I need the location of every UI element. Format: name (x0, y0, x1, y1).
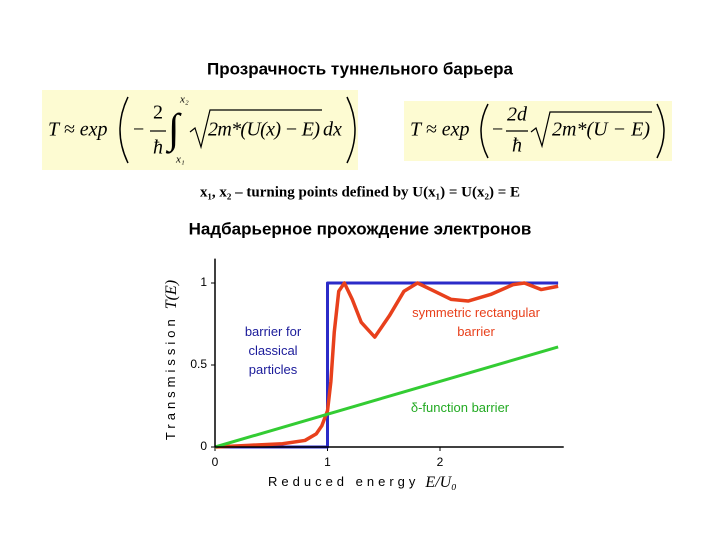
caption: x₁, x₂ – turning points defined by U(x₁)… (200, 184, 520, 200)
series-label: barrier for classical particles (244, 324, 302, 377)
formula-numerator: 2 (153, 102, 163, 124)
paren (119, 96, 129, 164)
slide-title: Прозрачность туннельного барьера (207, 59, 514, 78)
paren (346, 96, 356, 164)
formula-minus: − (492, 119, 503, 141)
x-tick-label: 2 (437, 455, 444, 469)
y-tick-label: 0.5 (190, 357, 207, 371)
formula-2: T ≈ exp − 2d ħ 2m*(U − E) (410, 103, 665, 159)
formula-radicand: 2m*(U − E) (552, 119, 650, 141)
formula-minus: − (133, 119, 144, 141)
y-tick-label: 0 (200, 439, 207, 453)
formula-box (42, 90, 358, 170)
series-label: symmetric rectangular barrier (412, 305, 540, 339)
formula-1: T ≈ exp − 2 ħ ∫ x₂ x₁ 2m*(U(x) − E) dx (48, 94, 356, 166)
formula-denominator: ħ (153, 137, 163, 159)
formula-integral: ∫ (165, 107, 182, 155)
formula-denominator: ħ (512, 135, 522, 157)
series-line (214, 345, 559, 449)
x-label: Reduced energy (268, 474, 419, 489)
x-axis-label: Reduced energy E/U₀ (268, 474, 457, 491)
formula-lhs: T ≈ exp (48, 119, 108, 141)
series-label: δ-function barrier (410, 400, 510, 415)
section-heading: Надбарьерное прохождение электронов (189, 219, 532, 238)
formula-lhs: T ≈ exp (410, 119, 470, 141)
sqrt-sign (530, 111, 652, 149)
x-tick-label: 1 (324, 455, 331, 469)
sqrt-sign (189, 109, 322, 150)
plot: 0 0.5 1 0 1 2 (190, 258, 564, 469)
formula-radicand: 2m*(U(x) − E) (208, 119, 320, 141)
upper-limit: x₂ (179, 94, 189, 106)
y-label-symbol: T(E) (163, 280, 180, 309)
x-label-symbol: E/U₀ (424, 474, 456, 491)
formula-differential: dx (323, 119, 342, 141)
y-tick-label: 1 (200, 275, 207, 289)
formula-box (404, 101, 672, 161)
formula-numerator: 2d (507, 104, 528, 126)
y-axis-label: Transmission T(E) (163, 280, 180, 440)
paren (656, 103, 665, 159)
y-label: Transmission (163, 315, 178, 440)
paren (480, 103, 489, 159)
lower-limit: x₁ (175, 154, 185, 166)
series-line (214, 281, 559, 449)
x-tick-label: 0 (212, 455, 219, 469)
